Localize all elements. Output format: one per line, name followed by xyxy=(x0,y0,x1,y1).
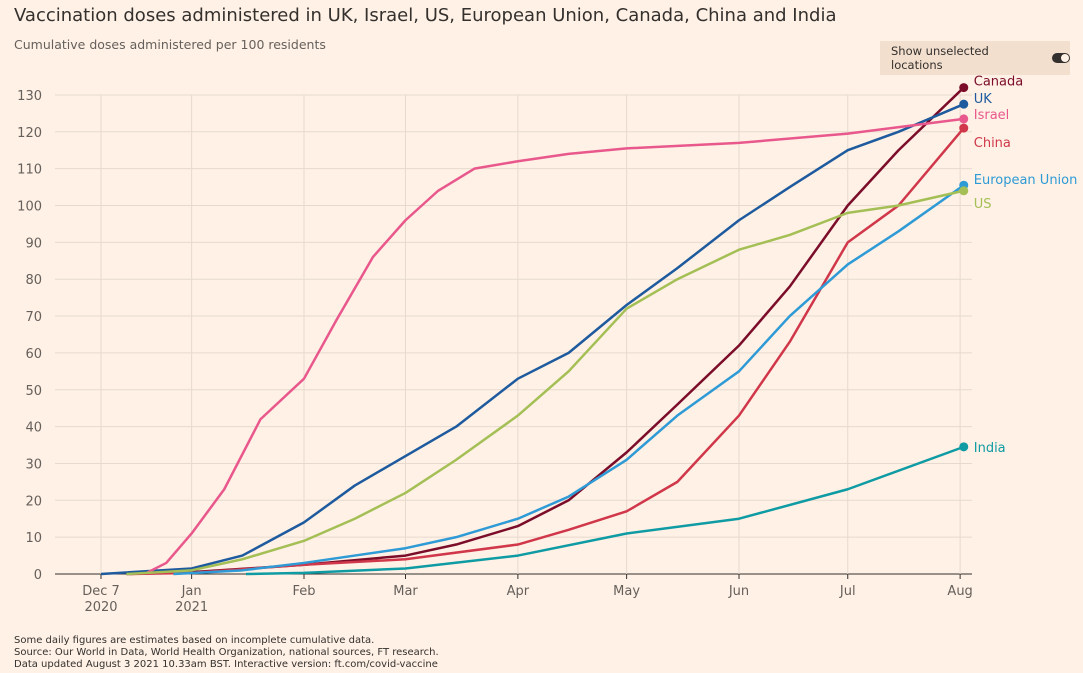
x-tick-label: Aug xyxy=(947,584,972,599)
series-line-israel xyxy=(143,117,964,576)
series-line-european-union xyxy=(173,184,965,576)
x-tick-label: May xyxy=(613,584,640,599)
series-line-us xyxy=(126,189,965,576)
chart-title: Vaccination doses administered in UK, Is… xyxy=(14,5,837,26)
series-label-india: India xyxy=(974,441,1006,456)
footer-notes: Some daily figures are estimates based o… xyxy=(14,635,439,671)
footer-source: Source: Our World in Data, World Health … xyxy=(14,647,439,658)
series-line-india xyxy=(245,445,965,576)
series-label-israel: Israel xyxy=(974,108,1010,123)
series-end-dot-us xyxy=(959,186,969,196)
series-line-china xyxy=(129,127,965,576)
series-end-dot-uk xyxy=(959,99,969,109)
series-label-us: US xyxy=(974,197,992,212)
footer-updated: Data updated August 3 2021 10.33am BST. … xyxy=(14,659,438,670)
y-tick-label: 80 xyxy=(25,273,42,288)
series-label-european-union: European Union xyxy=(974,173,1078,188)
y-tick-label: 10 xyxy=(25,531,42,546)
series-end-dot-israel xyxy=(959,114,969,124)
series-label-uk: UK xyxy=(974,92,993,107)
y-tick-label: 70 xyxy=(25,310,42,325)
toggle-switch-icon[interactable] xyxy=(1052,53,1070,63)
chart-subtitle: Cumulative doses administered per 100 re… xyxy=(14,37,326,52)
x-tick-label: Apr xyxy=(507,584,530,599)
show-unselected-toggle[interactable]: Show unselected locations xyxy=(880,41,1070,75)
y-tick-label: 110 xyxy=(17,163,42,178)
x-tick-label: Mar xyxy=(393,584,418,599)
y-tick-label: 60 xyxy=(25,347,42,362)
series-end-dot-canada xyxy=(959,83,969,93)
series-label-canada: Canada xyxy=(974,75,1023,90)
x-tick-label: Jul xyxy=(839,584,856,599)
x-tick-label: Dec 7 xyxy=(82,584,120,599)
series-end-dot-india xyxy=(959,442,969,452)
y-tick-label: 40 xyxy=(25,421,42,436)
x-tick-label: 2021 xyxy=(175,600,208,615)
x-tick-label: Jun xyxy=(728,584,749,599)
y-tick-label: 50 xyxy=(25,384,42,399)
y-tick-label: 0 xyxy=(34,568,42,583)
series-end-dot-china xyxy=(959,123,969,133)
y-tick-label: 90 xyxy=(25,236,42,251)
series-label-china: China xyxy=(974,136,1011,151)
y-tick-label: 120 xyxy=(17,126,42,141)
toggle-label: Show unselected locations xyxy=(891,44,989,72)
y-tick-label: 20 xyxy=(25,494,42,509)
x-tick-label: Feb xyxy=(292,584,315,599)
series-line-uk xyxy=(100,103,965,576)
footer-note: Some daily figures are estimates based o… xyxy=(14,635,375,646)
series-line-canada xyxy=(126,86,965,576)
y-tick-label: 130 xyxy=(17,89,42,104)
x-tick-label: 2020 xyxy=(84,600,117,615)
x-tick-label: Jan xyxy=(181,584,202,599)
y-tick-label: 100 xyxy=(17,200,42,215)
y-tick-label: 30 xyxy=(25,457,42,472)
